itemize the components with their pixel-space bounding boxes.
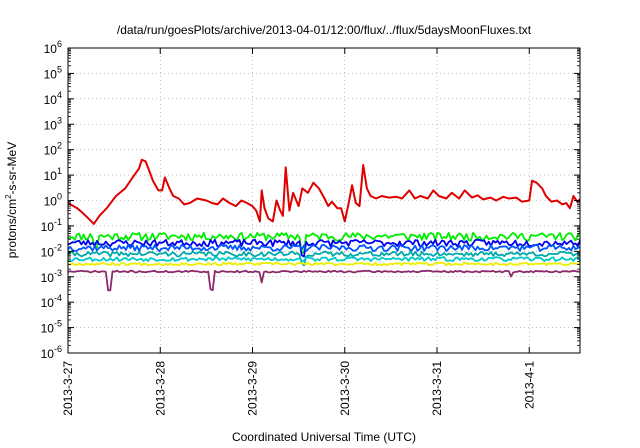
y-tick-label: 106 [44,39,62,56]
y-tick-label: 10-1 [41,217,62,234]
x-tick-label: 2013-3-29 [246,361,260,416]
series-line-6 [67,261,581,267]
y-tick-label: 100 [44,192,62,209]
axes: 10-6 10-5 10-4 10-3 10-2 10-1 100 101 102 103 104 1… [41,39,580,416]
x-tick-label: 2013-3-27 [61,361,75,416]
series-line-0 [67,158,581,225]
y-tick-label: 101 [44,166,62,183]
grid [68,48,580,353]
y-tick-label: 10-6 [41,344,62,361]
series-line-4 [67,250,581,267]
x-axis-label: Coordinated Universal Time (UTC) [232,430,416,444]
y-tick-label: 10-5 [41,319,62,336]
y-tick-label: 105 [44,64,62,81]
y-tick-label: 102 [44,141,62,158]
chart-title: /data/run/goesPlots/archive/2013-04-01/1… [117,23,532,37]
y-axis-label-sup: 2 [4,194,13,199]
x-tick-label: 2013-3-28 [153,361,167,416]
x-tick-label: 2013-3-30 [338,361,352,416]
series-line-1 [67,231,581,255]
y-tick-label: 10-4 [41,293,62,310]
series-line-5 [67,256,581,262]
series-group [67,158,581,292]
x-tick-label: 2013-4-1 [522,361,536,409]
series-line-3 [67,244,581,253]
y-axis-label-rest: -s-sr-MeV [5,142,19,195]
y-tick-label: 104 [44,90,62,107]
y-tick-label: 103 [44,115,62,132]
x-tick-label: 2013-3-31 [430,361,444,416]
y-tick-label: 10-3 [41,268,62,285]
y-tick-label: 10-2 [41,242,62,259]
series-line-2 [67,238,581,258]
y-axis-label: protons/cm2-s-sr-MeV [4,142,19,258]
y-axis-label-base: protons/cm [5,199,19,258]
series-line-7 [67,269,581,292]
